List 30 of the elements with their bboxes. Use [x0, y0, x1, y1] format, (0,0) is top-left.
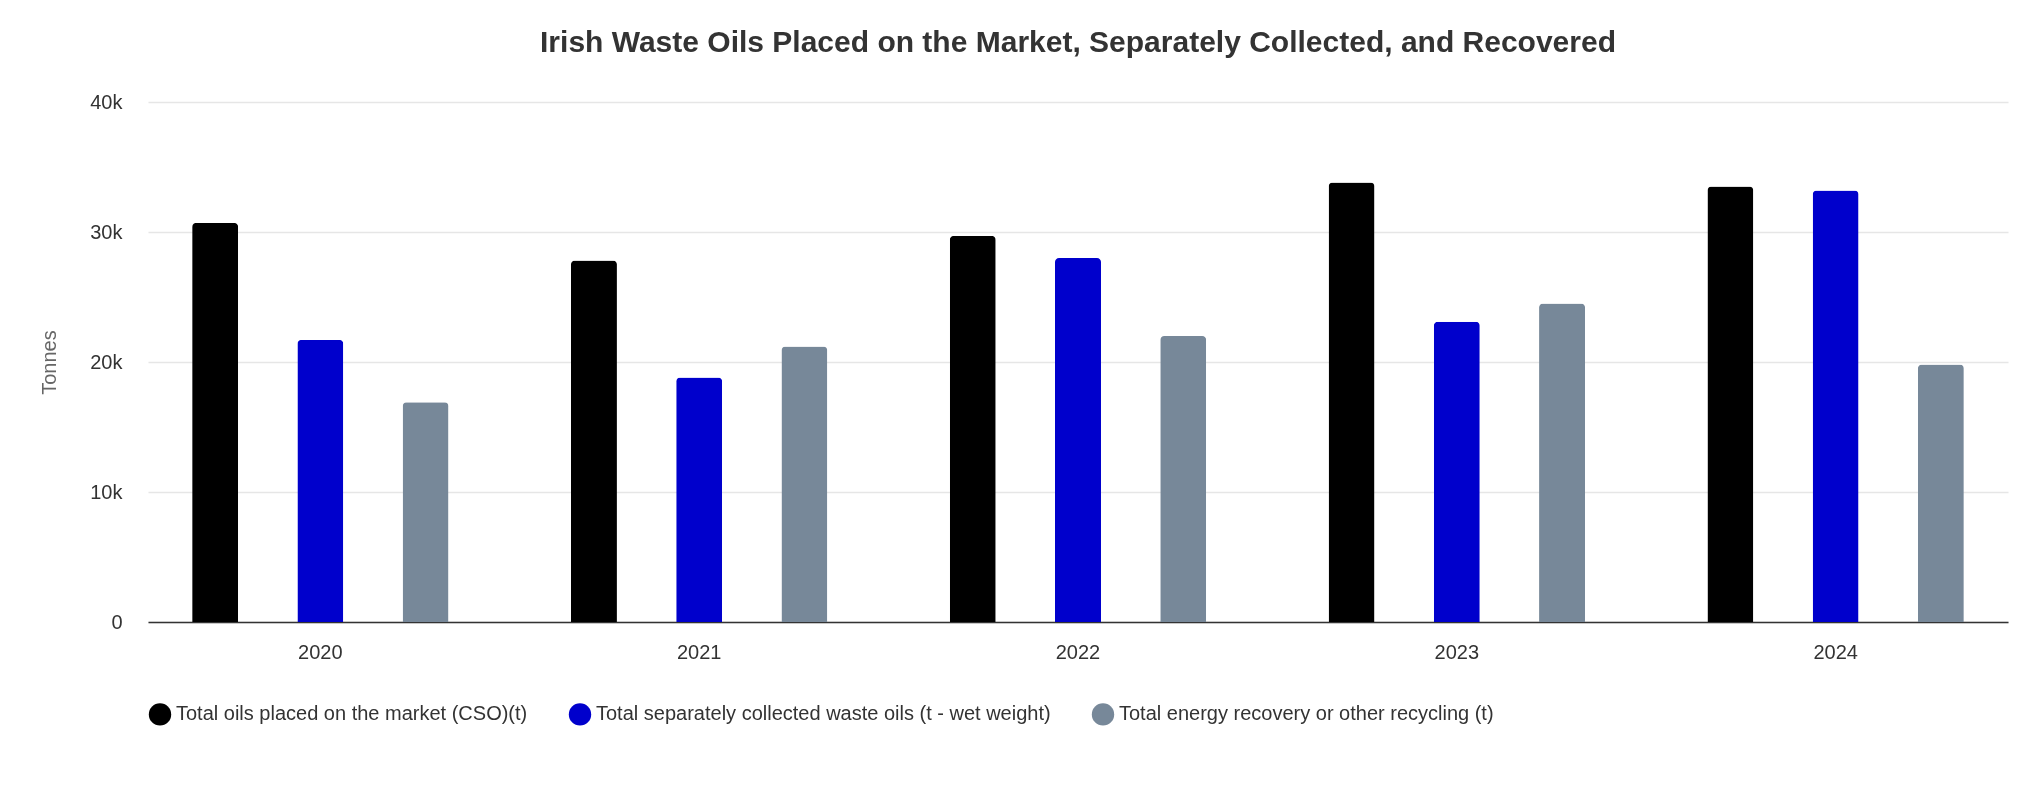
x-tick-label: 2021 — [676, 640, 722, 663]
y-tick-label: 0 — [111, 610, 123, 633]
y-tick-label: 20k — [90, 350, 124, 373]
bar — [781, 346, 828, 622]
bar — [1707, 186, 1754, 622]
bar — [1539, 303, 1586, 622]
bar — [297, 339, 344, 622]
bar — [1328, 182, 1375, 622]
x-tick-label: 2024 — [1813, 640, 1858, 663]
bar — [676, 377, 723, 622]
bar — [1433, 321, 1480, 622]
legend-label: Total oils placed on the market (CSO)(t) — [176, 702, 528, 725]
chart-title: Irish Waste Oils Placed on the Market, Separately Collected, and Recovered — [540, 25, 1616, 58]
y-tick-label: 40k — [90, 90, 124, 113]
bar — [570, 260, 617, 622]
bar — [1917, 364, 1964, 622]
legend-label: Total separately collected waste oils (t - wet weight) — [596, 702, 1051, 725]
bar — [402, 402, 449, 622]
y-tick-label: 30k — [90, 220, 124, 243]
x-tick-label: 2020 — [298, 640, 343, 663]
bar — [949, 235, 996, 622]
y-axis-title: Tonnes — [38, 330, 61, 395]
bar — [1055, 258, 1101, 622]
x-tick-label: 2023 — [1434, 640, 1480, 663]
x-tick-label: 2022 — [1055, 640, 1101, 663]
bar — [1812, 190, 1859, 622]
bar — [192, 222, 239, 622]
y-tick-label: 10k — [90, 480, 124, 503]
bar — [1160, 336, 1207, 622]
legend-label: Total energy recovery or other recycling (t) — [1119, 702, 1494, 725]
